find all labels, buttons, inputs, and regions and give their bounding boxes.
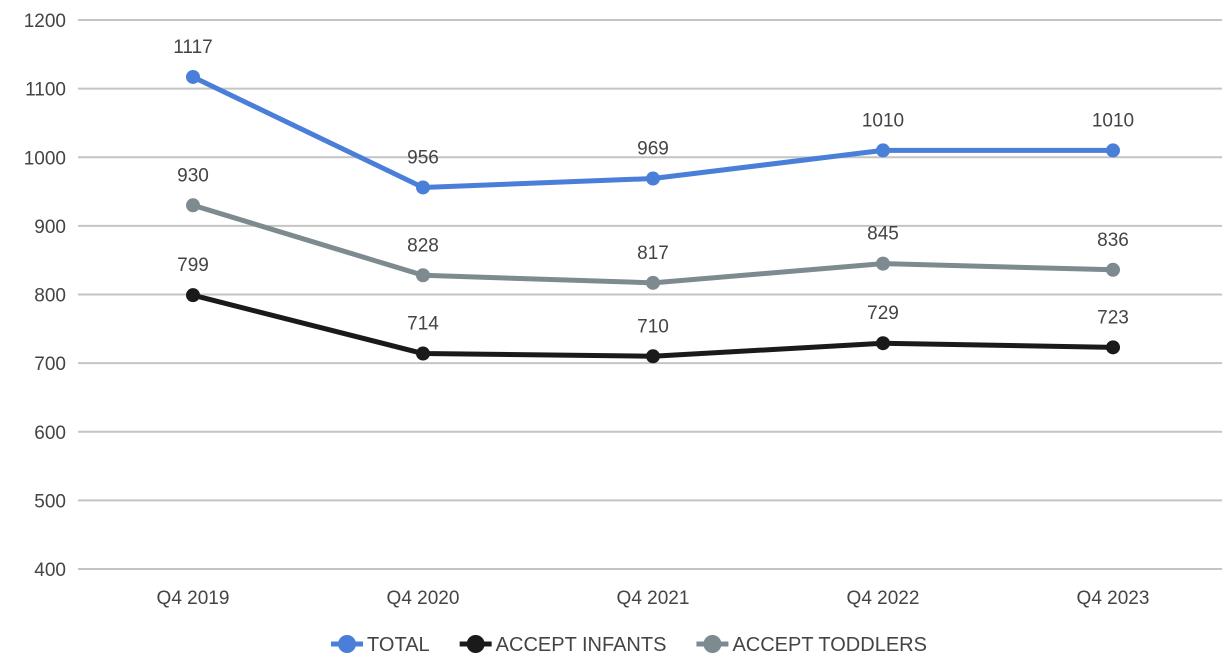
data-point-accept-infants <box>646 349 660 363</box>
data-point-accept-infants <box>416 347 430 361</box>
data-point-accept-infants <box>876 336 890 350</box>
series-line-total <box>193 77 1113 187</box>
data-point-total <box>416 180 430 194</box>
legend-item-accept-toddlers: ACCEPT TODDLERS <box>696 634 927 656</box>
data-label-accept-infants: 723 <box>1097 307 1129 328</box>
data-point-accept-toddlers <box>1106 263 1120 277</box>
data-point-total <box>646 172 660 186</box>
y-tick-label: 700 <box>34 354 66 375</box>
x-tick-label: Q4 2023 <box>1077 588 1150 609</box>
data-point-accept-infants <box>1106 340 1120 354</box>
y-tick-label: 600 <box>34 423 66 444</box>
legend-item-accept-infants: ACCEPT INFANTS <box>460 634 667 656</box>
data-label-total: 1117 <box>173 37 212 58</box>
data-point-accept-toddlers <box>646 276 660 290</box>
legend-dot-marker <box>703 635 721 653</box>
y-tick-label: 1000 <box>24 148 66 169</box>
data-label-total: 956 <box>407 147 439 168</box>
y-axis-tick-labels: 400 500 600 700 800 900 1000 1100 1200 <box>24 11 66 581</box>
x-tick-label: Q4 2021 <box>617 588 690 609</box>
legend-dot-marker <box>467 635 485 653</box>
data-point-accept-toddlers <box>186 198 200 212</box>
x-tick-label: Q4 2022 <box>847 588 920 609</box>
data-label-accept-infants: 710 <box>637 316 669 337</box>
data-label-total: 969 <box>637 139 669 160</box>
data-point-total <box>1106 143 1120 157</box>
legend: TOTAL ACCEPT INFANTS ACCEPT TODDLERS <box>331 634 927 656</box>
legend-label: TOTAL <box>367 634 430 656</box>
data-point-accept-toddlers <box>416 268 430 282</box>
data-point-accept-toddlers <box>876 257 890 271</box>
y-tick-label: 800 <box>34 286 66 307</box>
y-tick-label: 1100 <box>25 80 66 101</box>
y-tick-label: 400 <box>34 560 66 581</box>
legend-item-total: TOTAL <box>331 634 430 656</box>
data-label-accept-toddlers: 836 <box>1097 230 1129 251</box>
data-point-total <box>186 70 200 84</box>
data-label-accept-toddlers: 845 <box>867 224 899 245</box>
y-tick-label: 900 <box>34 217 66 238</box>
data-point-total <box>876 143 890 157</box>
data-label-accept-infants: 714 <box>407 314 439 335</box>
data-label-accept-infants: 729 <box>867 303 899 324</box>
data-label-accept-infants: 799 <box>177 255 209 276</box>
legend-label: ACCEPT INFANTS <box>496 634 667 656</box>
y-tick-label: 500 <box>34 491 66 512</box>
x-axis-tick-labels: Q4 2019 Q4 2020 Q4 2021 Q4 2022 Q4 2023 <box>157 588 1150 609</box>
data-point-accept-infants <box>186 288 200 302</box>
y-tick-label: 1200 <box>24 11 66 32</box>
legend-dot-marker <box>338 635 356 653</box>
data-label-accept-toddlers: 817 <box>637 243 669 264</box>
x-tick-label: Q4 2020 <box>387 588 460 609</box>
data-label-accept-toddlers: 930 <box>177 165 209 186</box>
data-label-accept-toddlers: 828 <box>407 235 439 256</box>
legend-label: ACCEPT TODDLERS <box>732 634 927 656</box>
data-label-total: 1010 <box>862 110 904 131</box>
x-tick-label: Q4 2019 <box>157 588 230 609</box>
data-label-total: 1010 <box>1092 110 1134 131</box>
data-labels: 1117 956 969 1010 1010 799 714 710 729 723 930 828 8… <box>173 37 1134 337</box>
